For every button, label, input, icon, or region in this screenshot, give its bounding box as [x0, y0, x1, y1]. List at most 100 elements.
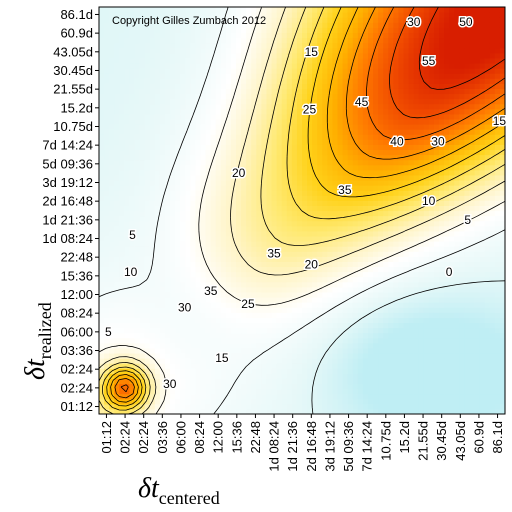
heatmap-cell [317, 57, 323, 64]
heatmap-cell [403, 195, 410, 201]
heatmap-cell [175, 225, 181, 232]
heatmap-cell [230, 83, 237, 89]
heatmap-cell [403, 342, 410, 349]
heatmap-cell [373, 363, 379, 369]
heatmap-cell [373, 215, 379, 222]
heatmap-cell [307, 215, 313, 222]
heatmap-cell [159, 88, 166, 95]
heatmap-cell [383, 22, 389, 28]
heatmap-cell [393, 225, 400, 232]
heatmap-cell [281, 302, 288, 308]
heatmap-cell [109, 337, 115, 344]
heatmap-cell [185, 373, 191, 379]
heatmap-cell [129, 52, 136, 59]
heatmap-cell [307, 271, 313, 278]
heatmap-cell [220, 200, 227, 206]
heatmap-cell [322, 332, 328, 339]
heatmap-cell [241, 368, 247, 374]
heatmap-cell [225, 98, 232, 105]
heatmap-cell [170, 230, 176, 237]
heatmap-cell [195, 241, 202, 247]
heatmap-cell [129, 159, 136, 166]
heatmap-cell [378, 342, 384, 349]
heatmap-cell [210, 322, 217, 329]
heatmap-cell [185, 220, 191, 227]
heatmap-cell [230, 22, 237, 28]
heatmap-cell [230, 352, 237, 359]
heatmap-cell [180, 124, 186, 130]
heatmap-cell [337, 190, 344, 196]
heatmap-cell [190, 185, 197, 191]
heatmap-cell [119, 139, 125, 145]
heatmap-cell [129, 317, 136, 324]
heatmap-cell [230, 57, 237, 64]
heatmap-cell [271, 169, 278, 176]
heatmap-cell [271, 68, 278, 74]
heatmap-cell [144, 383, 151, 390]
heatmap-cell [271, 408, 278, 414]
heatmap-cell [256, 241, 262, 247]
heatmap-cell [342, 149, 349, 156]
heatmap-cell [261, 408, 268, 414]
heatmap-cell [302, 57, 308, 64]
heatmap-cell [185, 276, 191, 283]
heatmap-cell [352, 159, 359, 166]
heatmap-cell [398, 368, 405, 374]
heatmap-cell [241, 200, 247, 206]
heatmap-cell [230, 271, 237, 278]
heatmap-cell [286, 408, 293, 414]
heatmap-cell [327, 235, 334, 242]
heatmap-cell [256, 235, 262, 242]
heatmap-cell [296, 118, 303, 125]
heatmap-cell [291, 68, 298, 74]
heatmap-cell [378, 93, 384, 100]
heatmap-cell [124, 322, 131, 329]
heatmap-cell [352, 47, 359, 54]
heatmap-cell [104, 159, 110, 166]
heatmap-cell [337, 307, 344, 313]
heatmap-cell [109, 383, 115, 390]
heatmap-cell [296, 159, 303, 166]
heatmap-cell [210, 393, 217, 400]
heatmap-cell [362, 88, 369, 95]
heatmap-cell [291, 398, 298, 405]
heatmap-cell [99, 78, 105, 84]
heatmap-cell [246, 78, 252, 84]
heatmap-cell [195, 286, 202, 293]
heatmap-cell [159, 134, 166, 140]
heatmap-cell [286, 286, 293, 293]
heatmap-cell [159, 266, 166, 273]
heatmap-cell [317, 251, 323, 257]
heatmap-cell [220, 12, 227, 18]
heatmap-cell [124, 179, 131, 186]
heatmap-cell [266, 27, 273, 34]
heatmap-cell [357, 337, 364, 344]
heatmap-cell [205, 215, 212, 222]
heatmap-cell [296, 332, 303, 339]
heatmap-cell [352, 57, 359, 64]
heatmap-cell [332, 68, 339, 74]
heatmap-cell [241, 363, 247, 369]
heatmap-cell [271, 42, 278, 49]
heatmap-cell [256, 373, 262, 379]
heatmap-cell [154, 190, 161, 196]
heatmap-cell [149, 169, 156, 176]
heatmap-cell [256, 225, 262, 232]
heatmap-cell [276, 169, 283, 176]
heatmap-cell [332, 93, 339, 100]
heatmap-cell [317, 266, 323, 273]
heatmap-cell [200, 246, 207, 252]
heatmap-cell [378, 118, 384, 125]
heatmap-cell [261, 32, 268, 39]
heatmap-cell [220, 327, 227, 334]
heatmap-cell [119, 179, 125, 186]
heatmap-cell [220, 302, 227, 308]
heatmap-cell [276, 261, 283, 268]
heatmap-cell [170, 22, 176, 28]
heatmap-cell [180, 327, 186, 334]
heatmap-cell [393, 327, 400, 334]
heatmap-cell [149, 342, 156, 349]
heatmap-cell [195, 154, 202, 161]
heatmap-cell [230, 241, 237, 247]
heatmap-cell [388, 286, 394, 293]
